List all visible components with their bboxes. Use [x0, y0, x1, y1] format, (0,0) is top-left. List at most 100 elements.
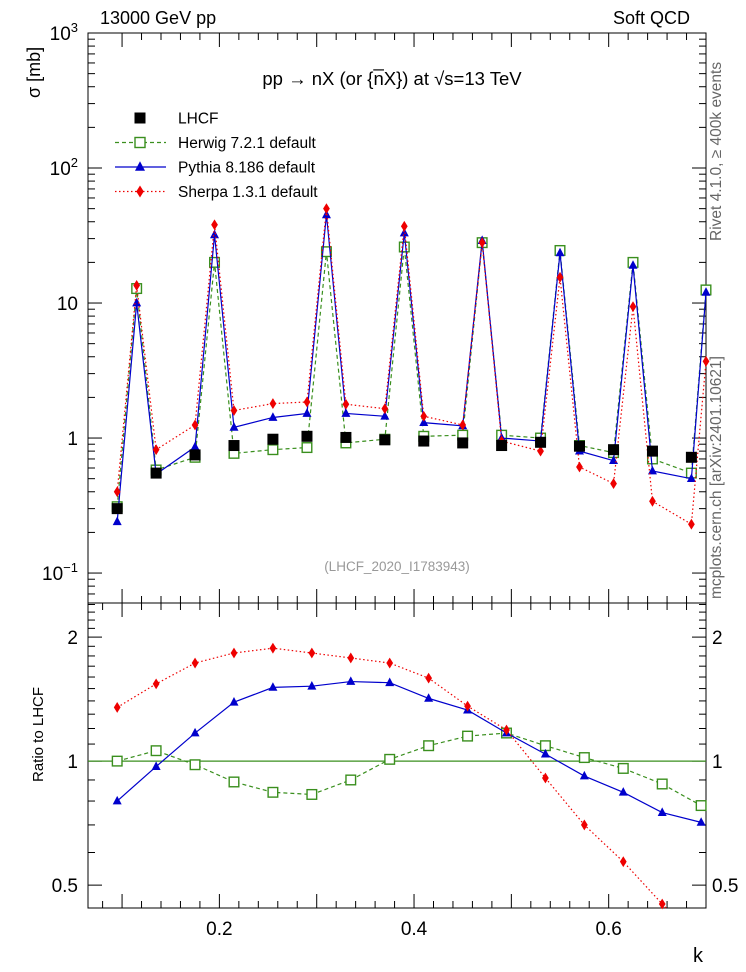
ratio-point-herwig	[150, 745, 162, 757]
point-sherpa	[459, 419, 467, 431]
ratio-point-sherpa	[308, 647, 316, 659]
point-pythia	[341, 408, 351, 417]
series-line-pythia	[116, 214, 707, 522]
point-herwig	[398, 241, 410, 253]
ratio-line-pythia	[116, 680, 702, 823]
point-data	[150, 467, 162, 479]
y-axis-label-ratio: Ratio to LHCF	[30, 687, 47, 782]
ratio-point-herwig	[695, 800, 707, 812]
ratio-point-pythia	[540, 748, 550, 758]
point-pythia	[190, 441, 200, 451]
point-data	[573, 440, 585, 452]
main-panel: 10−1 1 10 102 103 pp → nX (or {n̅X}) at √s=1…	[24, 20, 712, 604]
point-data	[189, 449, 201, 461]
point-data	[418, 435, 430, 447]
point-sherpa	[191, 419, 199, 431]
ratio-point-herwig	[306, 788, 318, 800]
ratio-series-group	[111, 642, 707, 910]
ratio-point-sherpa	[152, 678, 160, 690]
series-pythia	[112, 209, 711, 526]
ratio-point-pythia	[268, 682, 278, 691]
y-tick-label-main: 103	[50, 20, 78, 45]
point-sherpa	[478, 237, 486, 249]
point-pythia	[132, 297, 142, 307]
point-sherpa	[269, 398, 277, 409]
mcplots-reference-label: mcplots.cern.ch [arXiv:2401.10621]	[708, 356, 725, 599]
point-sherpa	[610, 478, 617, 489]
ratio-point-herwig	[578, 752, 590, 764]
ratio-point-sherpa	[269, 642, 277, 654]
point-herwig	[301, 442, 313, 454]
energy-label: 13000 GeV pp	[100, 8, 217, 28]
ratio-point-herwig	[228, 776, 240, 788]
point-pythia	[555, 247, 565, 257]
point-sherpa	[688, 518, 695, 530]
legend-label-pythia: Pythia 8.186 default	[178, 160, 316, 177]
point-pythia	[268, 412, 278, 421]
series-line-herwig	[116, 242, 707, 507]
point-pythia	[229, 422, 239, 431]
ratio-axis-ticks: 0.5 0.5 1 1 2 2 0.2 0.4 0.6	[52, 603, 738, 940]
point-pythia	[210, 229, 220, 239]
point-sherpa	[342, 398, 350, 410]
x-tick-label: 0.2	[206, 919, 232, 940]
y-tick-label-main: 10	[57, 294, 78, 315]
main-title: pp → nX (or {n̅X}) at √s=13 TeV	[262, 68, 522, 89]
main-series-group	[111, 203, 712, 530]
rivet-version-label: Rivet 4.1.0, ≥ 400k events	[708, 61, 725, 241]
y-tick-label-ratio-right: 2	[712, 628, 723, 649]
legend-marker-pythia	[135, 161, 145, 171]
point-pythia	[112, 516, 122, 526]
y-tick-label-main: 10−1	[42, 560, 78, 585]
y-tick-label-ratio-right: 0.5	[712, 876, 738, 897]
point-sherpa	[211, 219, 218, 231]
x-tick-label: 0.4	[401, 919, 428, 940]
ratio-point-pythia	[385, 677, 395, 687]
ratio-point-pythia	[112, 795, 122, 805]
ratio-point-herwig	[617, 762, 629, 774]
legend-label-sherpa: Sherpa 1.3.1 default	[178, 184, 318, 201]
legend-item-pythia: Pythia 8.186 default	[115, 160, 316, 177]
point-sherpa	[537, 445, 544, 457]
series-sherpa	[113, 203, 710, 530]
ratio-point-pythia	[151, 761, 161, 770]
ratio-point-sherpa	[386, 657, 394, 669]
legend-marker-herwig	[134, 136, 146, 149]
point-data	[685, 451, 697, 463]
point-sherpa	[400, 220, 408, 232]
point-data	[111, 503, 123, 515]
ratio-point-pythia	[618, 787, 628, 796]
point-pythia	[380, 411, 390, 420]
point-pythia	[647, 465, 657, 475]
point-sherpa	[629, 301, 637, 313]
point-pythia	[701, 287, 711, 296]
point-sherpa	[649, 495, 656, 507]
point-sherpa	[381, 403, 389, 415]
legend-item-sherpa: Sherpa 1.3.1 default	[115, 184, 318, 201]
ratio-point-herwig	[111, 755, 123, 767]
ratio-point-sherpa	[503, 724, 510, 736]
ratio-point-sherpa	[464, 700, 471, 712]
point-sherpa	[420, 410, 428, 422]
point-pythia	[686, 473, 696, 483]
ratio-point-herwig	[345, 774, 357, 786]
ratio-point-herwig	[189, 759, 201, 771]
ratio-point-sherpa	[580, 819, 588, 831]
ratio-point-sherpa	[619, 856, 627, 868]
x-tick-label: 0.6	[595, 919, 621, 940]
point-data	[379, 434, 391, 446]
ratio-point-sherpa	[191, 657, 199, 669]
ratio-frame	[87, 602, 707, 909]
legend-item-data: LHCF	[134, 111, 218, 128]
point-sherpa	[576, 461, 583, 473]
point-herwig	[320, 246, 332, 258]
x-axis-label: k	[693, 945, 704, 967]
ratio-point-herwig	[462, 730, 474, 742]
main-axis-ticks: 10−1 1 10 102 103	[42, 20, 707, 604]
y-tick-label-main: 102	[50, 155, 78, 180]
y-axis-label-main: σ [mb]	[24, 47, 44, 98]
series-data	[111, 430, 697, 515]
point-data	[608, 444, 620, 456]
point-sherpa	[702, 355, 710, 367]
point-sherpa	[230, 405, 238, 416]
